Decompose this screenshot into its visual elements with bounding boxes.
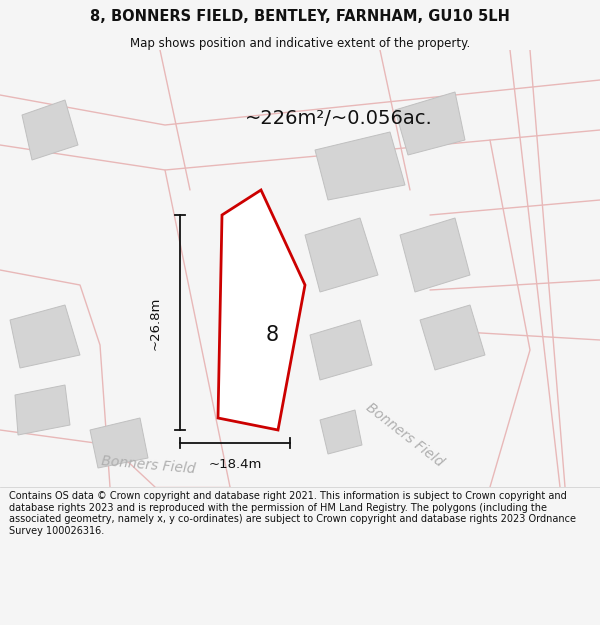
Polygon shape — [315, 132, 405, 200]
Polygon shape — [400, 218, 470, 292]
Polygon shape — [310, 320, 372, 380]
Text: Contains OS data © Crown copyright and database right 2021. This information is : Contains OS data © Crown copyright and d… — [9, 491, 576, 536]
Polygon shape — [395, 92, 465, 155]
Polygon shape — [305, 218, 378, 292]
Polygon shape — [320, 410, 362, 454]
Polygon shape — [15, 385, 70, 435]
Polygon shape — [22, 100, 78, 160]
Text: ~18.4m: ~18.4m — [208, 458, 262, 471]
Text: 8: 8 — [265, 325, 278, 345]
Polygon shape — [218, 190, 305, 430]
Text: 8, BONNERS FIELD, BENTLEY, FARNHAM, GU10 5LH: 8, BONNERS FIELD, BENTLEY, FARNHAM, GU10… — [90, 9, 510, 24]
Polygon shape — [420, 305, 485, 370]
Text: Map shows position and indicative extent of the property.: Map shows position and indicative extent… — [130, 38, 470, 51]
Polygon shape — [10, 305, 80, 368]
Text: Bonners Field: Bonners Field — [100, 454, 196, 476]
Text: ~26.8m: ~26.8m — [149, 296, 161, 350]
Polygon shape — [90, 418, 148, 468]
Text: Bonners Field: Bonners Field — [364, 401, 446, 469]
Text: ~226m²/~0.056ac.: ~226m²/~0.056ac. — [245, 109, 433, 127]
